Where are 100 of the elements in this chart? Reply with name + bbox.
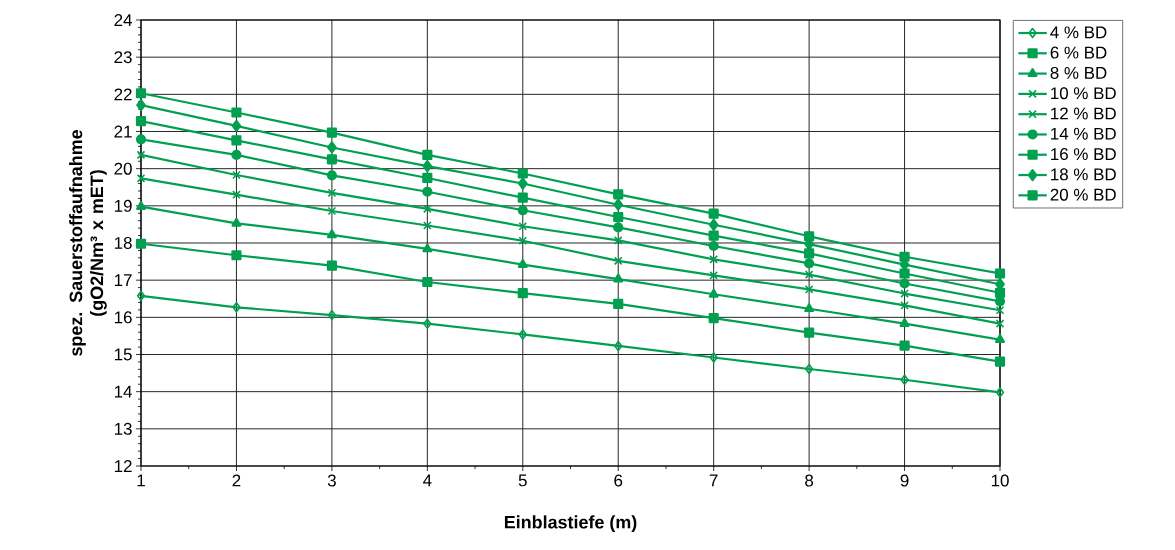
point <box>899 318 910 327</box>
y-tick-label: 24 <box>114 14 132 26</box>
point <box>136 290 146 302</box>
point <box>422 149 433 160</box>
legend-label: 14 % BD <box>1051 127 1116 140</box>
point <box>613 189 624 200</box>
point <box>326 170 337 181</box>
legend-label: 20 % BD <box>1050 188 1116 201</box>
legend-label: 16 % BD <box>1051 148 1116 161</box>
point <box>804 285 814 294</box>
point <box>994 268 1006 279</box>
point <box>709 352 718 363</box>
point <box>135 88 147 99</box>
y-tick-label: 21 <box>114 125 132 138</box>
y-tick-label: 16 <box>114 311 132 324</box>
point <box>614 340 623 352</box>
point <box>518 236 528 246</box>
y-tick-label: 12 <box>114 460 132 472</box>
point <box>231 250 242 261</box>
y-tick-label: 15 <box>114 348 132 361</box>
point <box>708 288 719 298</box>
point <box>518 221 528 231</box>
point <box>899 340 910 351</box>
point <box>423 318 432 329</box>
point <box>231 135 242 146</box>
x-tick-label: 6 <box>614 474 623 487</box>
point <box>804 231 815 242</box>
x-axis-title: Einblastiefe (m) <box>504 515 637 533</box>
point <box>613 273 624 283</box>
y-tick-label: 13 <box>114 422 132 435</box>
y-tick-label: 18 <box>114 237 132 249</box>
point <box>327 141 337 154</box>
point <box>422 276 433 288</box>
point <box>613 298 624 310</box>
point <box>136 150 146 160</box>
point <box>231 217 242 227</box>
point <box>804 248 815 259</box>
y-tick-label: 19 <box>114 199 132 212</box>
point <box>804 363 814 375</box>
x-tick-label: 8 <box>805 474 814 487</box>
legend-label: 18 % BD <box>1051 168 1116 181</box>
x-tick-label: 4 <box>423 474 432 487</box>
point <box>422 243 433 253</box>
point <box>423 204 432 214</box>
point <box>326 229 337 239</box>
x-tick-label: 9 <box>900 474 909 487</box>
x-tick-label: 2 <box>232 474 241 487</box>
point <box>709 271 718 280</box>
point <box>995 387 1005 398</box>
point <box>994 287 1006 298</box>
point <box>232 302 241 313</box>
point <box>135 116 147 127</box>
legend-label: 8 % BD <box>1050 66 1107 79</box>
point <box>232 190 241 199</box>
y-tick-label: 14 <box>114 385 132 398</box>
point <box>613 256 623 266</box>
point <box>613 211 624 223</box>
y-axis-title: spez. Sauerstoffaufnahme (gO2/Nm³ x mET) <box>69 130 107 356</box>
x-tick-label: 10 <box>991 474 1009 487</box>
point <box>708 208 719 219</box>
legend-label: 4 % BD <box>1050 26 1107 39</box>
x-tick-label: 5 <box>518 474 527 487</box>
point <box>231 149 242 160</box>
point <box>327 206 337 216</box>
point <box>423 221 432 230</box>
point <box>994 356 1006 367</box>
point <box>804 303 815 313</box>
point <box>136 200 146 210</box>
point <box>517 205 528 216</box>
point <box>422 159 433 173</box>
point <box>995 334 1005 343</box>
point <box>995 305 1005 315</box>
point <box>517 288 528 299</box>
point <box>136 174 146 183</box>
point <box>517 192 528 203</box>
point <box>900 374 909 386</box>
point <box>327 188 337 198</box>
x-tick-label: 1 <box>137 474 145 487</box>
y-tick-label: 23 <box>114 51 132 64</box>
point <box>231 107 242 118</box>
point <box>804 270 814 279</box>
y-tick-label: 22 <box>114 88 132 101</box>
point <box>136 99 146 112</box>
point <box>708 230 719 241</box>
point <box>518 329 527 340</box>
point <box>517 168 528 179</box>
point <box>422 172 433 184</box>
point <box>708 218 719 231</box>
point <box>326 154 337 165</box>
legend-label: 12 % BD <box>1051 107 1116 120</box>
point <box>899 251 910 262</box>
point <box>613 222 624 233</box>
legend-label: 6 % BD <box>1050 46 1107 59</box>
point <box>327 309 337 321</box>
point <box>708 240 719 252</box>
point <box>422 186 433 197</box>
point <box>135 238 147 249</box>
point <box>709 255 718 264</box>
point <box>995 319 1005 328</box>
point <box>232 170 241 180</box>
